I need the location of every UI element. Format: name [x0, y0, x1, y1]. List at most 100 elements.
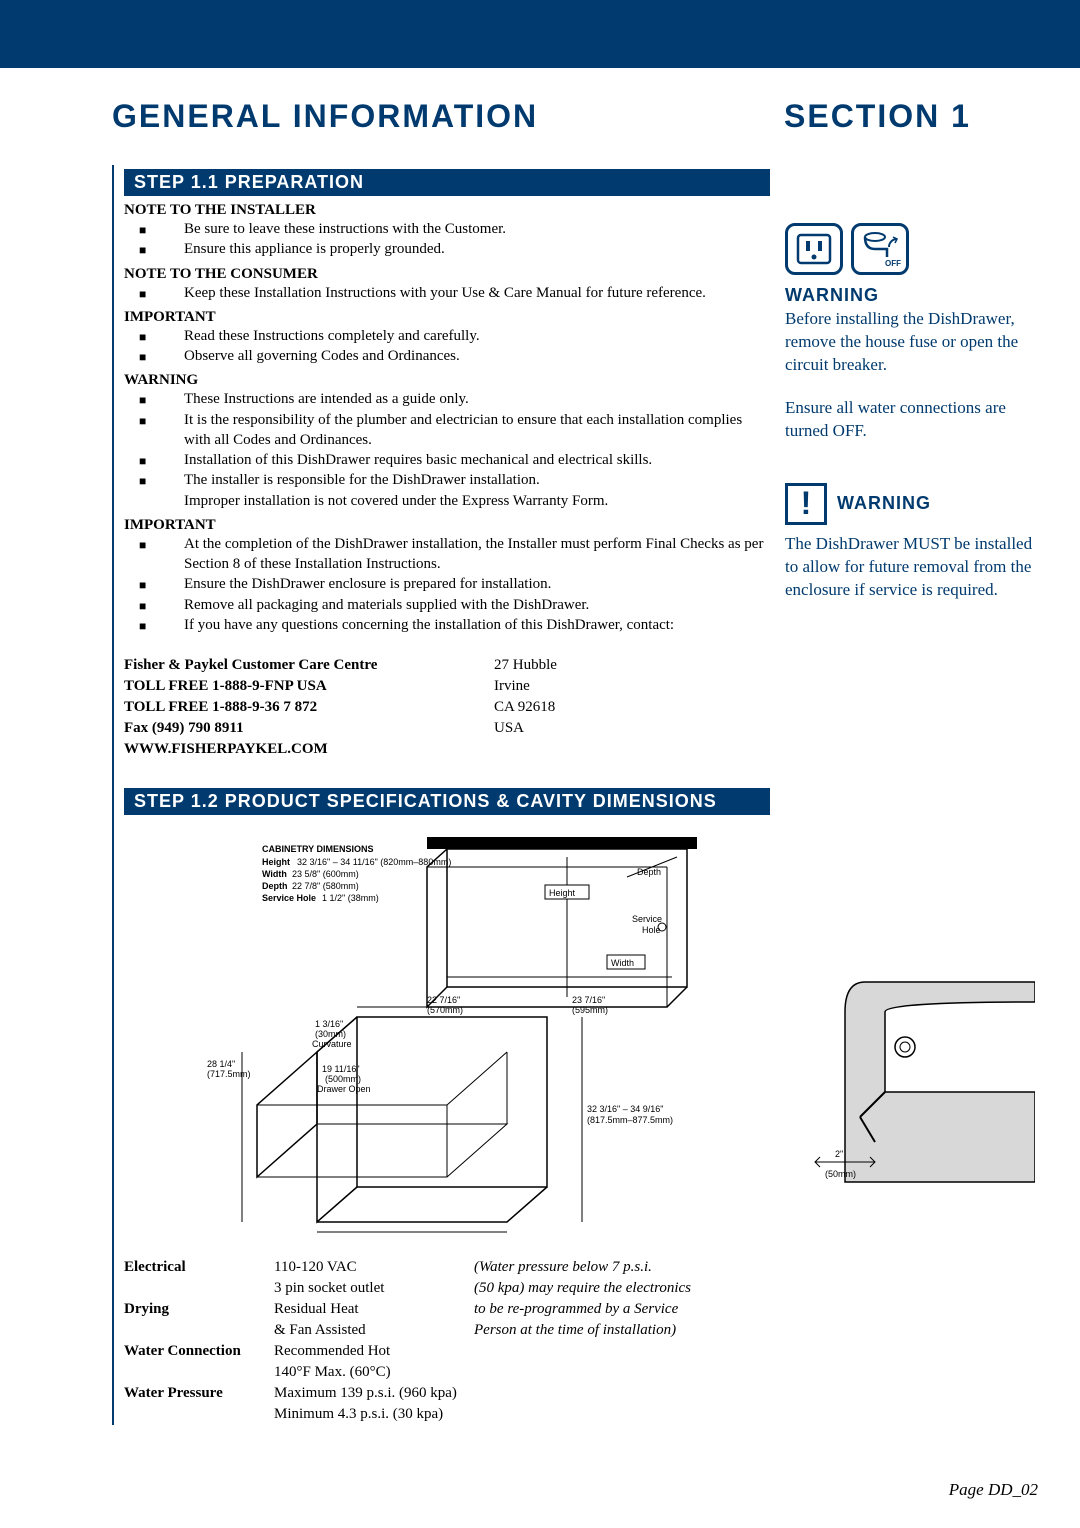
list-item: Ensure the DishDrawer enclosure is prepa…	[124, 574, 770, 594]
note-consumer-heading: NOTE TO THE CONSUMER	[124, 266, 770, 283]
warning-heading: WARNING	[124, 372, 770, 389]
spec-value: Residual Heat	[274, 1299, 474, 1320]
svg-text:(500mm): (500mm)	[325, 1074, 361, 1084]
contact-line: TOLL FREE 1-888-9-36 7 872	[124, 697, 494, 718]
list-item: These Instructions are intended as a gui…	[124, 389, 770, 409]
svg-text:22 7/16": 22 7/16"	[427, 995, 460, 1005]
svg-text:OFF: OFF	[885, 259, 901, 268]
svg-text:23 7/16": 23 7/16"	[572, 995, 605, 1005]
list-item: At the completion of the DishDrawer inst…	[124, 534, 770, 575]
spec-label: Water Connection	[124, 1341, 274, 1362]
contact-line: TOLL FREE 1-888-9-FNP USA	[124, 676, 494, 697]
list-item: Remove all packaging and materials suppl…	[124, 595, 770, 615]
contact-block: Fisher & Paykel Customer Care Centre TOL…	[124, 655, 770, 760]
section-title: SECTION 1	[780, 98, 1040, 135]
warning-continuation: Improper installation is not covered und…	[124, 491, 770, 511]
warning-bullets: These Instructions are intended as a gui…	[124, 389, 770, 490]
clearance-diagram: 2" (50mm)	[785, 972, 1040, 1217]
spec-value: Minimum 4.3 p.s.i. (30 kpa)	[274, 1404, 474, 1425]
cavity-diagram: Depth Height Service Hole Width CABINETR…	[124, 827, 770, 1237]
warning-1-text: Before installing the DishDrawer, remove…	[785, 308, 1040, 377]
consumer-bullets: Keep these Installation Instructions wit…	[124, 283, 770, 303]
spec-value: & Fan Assisted	[274, 1320, 474, 1341]
list-item: Keep these Installation Instructions wit…	[124, 283, 770, 303]
contact-line: Fax (949) 790 8911	[124, 718, 494, 739]
main-title: GENERAL INFORMATION	[112, 98, 780, 135]
svg-text:23 5/8" (600mm): 23 5/8" (600mm)	[292, 869, 359, 879]
icon-row: OFF	[785, 223, 1040, 275]
svg-text:Service: Service	[632, 914, 662, 924]
svg-text:Curvature: Curvature	[312, 1039, 352, 1049]
contact-addr: CA 92618	[494, 697, 557, 718]
side-column: OFF WARNING Before installing the DishDr…	[780, 165, 1040, 1425]
svg-text:32 3/16" – 34 11/16" (820mm–88: 32 3/16" – 34 11/16" (820mm–880mm)	[297, 857, 451, 867]
important-2-bullets: At the completion of the DishDrawer inst…	[124, 534, 770, 635]
svg-text:(50mm): (50mm)	[825, 1169, 856, 1179]
spec-label: Water Pressure	[124, 1383, 274, 1404]
svg-text:19 11/16": 19 11/16"	[322, 1064, 360, 1074]
spec-note: Person at the time of installation)	[474, 1320, 770, 1341]
page-number: Page DD_02	[949, 1480, 1038, 1500]
warning-1-text-2: Ensure all water connections are turned …	[785, 397, 1040, 443]
warning-2-label: WARNING	[837, 493, 931, 514]
svg-text:32 3/16" – 34 9/16": 32 3/16" – 34 9/16"	[587, 1104, 663, 1114]
svg-text:2": 2"	[835, 1149, 843, 1159]
svg-text:(570mm): (570mm)	[427, 1005, 463, 1015]
svg-text:Height: Height	[549, 888, 576, 898]
step-1-2-header: STEP 1.2 PRODUCT SPECIFICATIONS & CAVITY…	[124, 788, 770, 815]
step-1-1-header: STEP 1.1 PREPARATION	[124, 169, 770, 196]
svg-text:Width: Width	[611, 958, 634, 968]
svg-text:28 1/4": 28 1/4"	[207, 1059, 235, 1069]
svg-text:Service Hole: Service Hole	[262, 893, 316, 903]
warning-2-text: The DishDrawer MUST be installed to allo…	[785, 533, 1040, 602]
svg-text:Depth: Depth	[262, 881, 288, 891]
outlet-icon	[785, 223, 843, 275]
warning-2-box: ! WARNING	[785, 483, 1040, 525]
svg-text:22 7/8" (580mm): 22 7/8" (580mm)	[292, 881, 359, 891]
contact-right: 27 Hubble Irvine CA 92618 USA	[494, 655, 557, 760]
spec-value: Maximum 139 p.s.i. (960 kpa)	[274, 1383, 474, 1404]
spec-label: Electrical	[124, 1257, 274, 1278]
installer-bullets: Be sure to leave these instructions with…	[124, 219, 770, 260]
spec-value: Recommended Hot	[274, 1341, 474, 1362]
svg-text:1 3/16": 1 3/16"	[315, 1019, 343, 1029]
faucet-off-icon: OFF	[851, 223, 909, 275]
list-item: Be sure to leave these instructions with…	[124, 219, 770, 239]
svg-text:1 1/2" (38mm): 1 1/2" (38mm)	[322, 893, 379, 903]
spec-note: (Water pressure below 7 p.s.i.	[474, 1257, 770, 1278]
contact-line: Fisher & Paykel Customer Care Centre	[124, 655, 494, 676]
spec-note: (50 kpa) may require the electronics	[474, 1278, 770, 1299]
important-1-bullets: Read these Instructions completely and c…	[124, 326, 770, 367]
contact-addr: USA	[494, 718, 557, 739]
svg-text:Height: Height	[262, 857, 290, 867]
contact-line: WWW.FISHERPAYKEL.COM	[124, 739, 494, 760]
svg-text:(30mm): (30mm)	[315, 1029, 346, 1039]
svg-text:Drawer Open: Drawer Open	[317, 1084, 371, 1094]
spec-value: 3 pin socket outlet	[274, 1278, 474, 1299]
spec-note: to be re-programmed by a Service	[474, 1299, 770, 1320]
exclamation-icon: !	[785, 483, 827, 525]
contact-left: Fisher & Paykel Customer Care Centre TOL…	[124, 655, 494, 760]
svg-text:Width: Width	[262, 869, 287, 879]
svg-text:(817.5mm–877.5mm): (817.5mm–877.5mm)	[587, 1115, 673, 1125]
spec-table: Electrical Drying Water Connection Water…	[124, 1257, 770, 1425]
svg-text:Hole: Hole	[642, 925, 661, 935]
top-bar	[0, 0, 1080, 68]
svg-text:(717.5mm): (717.5mm)	[207, 1069, 251, 1079]
list-item: It is the responsibility of the plumber …	[124, 410, 770, 451]
svg-text:(595mm): (595mm)	[572, 1005, 608, 1015]
list-item: Ensure this appliance is properly ground…	[124, 239, 770, 259]
important-heading-2: IMPORTANT	[124, 517, 770, 534]
spec-value: 140°F Max. (60°C)	[274, 1362, 474, 1383]
spec-label: Drying	[124, 1299, 274, 1320]
main-column: STEP 1.1 PREPARATION NOTE TO THE INSTALL…	[112, 165, 770, 1425]
list-item: Read these Instructions completely and c…	[124, 326, 770, 346]
list-item: Observe all governing Codes and Ordinanc…	[124, 346, 770, 366]
list-item: Installation of this DishDrawer requires…	[124, 450, 770, 470]
warning-1-label: WARNING	[785, 285, 1040, 306]
contact-addr: Irvine	[494, 676, 557, 697]
page-content: STEP 1.1 PREPARATION NOTE TO THE INSTALL…	[0, 135, 1080, 1445]
svg-text:CABINETRY DIMENSIONS: CABINETRY DIMENSIONS	[262, 844, 374, 854]
list-item: If you have any questions concerning the…	[124, 615, 770, 635]
important-heading-1: IMPORTANT	[124, 309, 770, 326]
